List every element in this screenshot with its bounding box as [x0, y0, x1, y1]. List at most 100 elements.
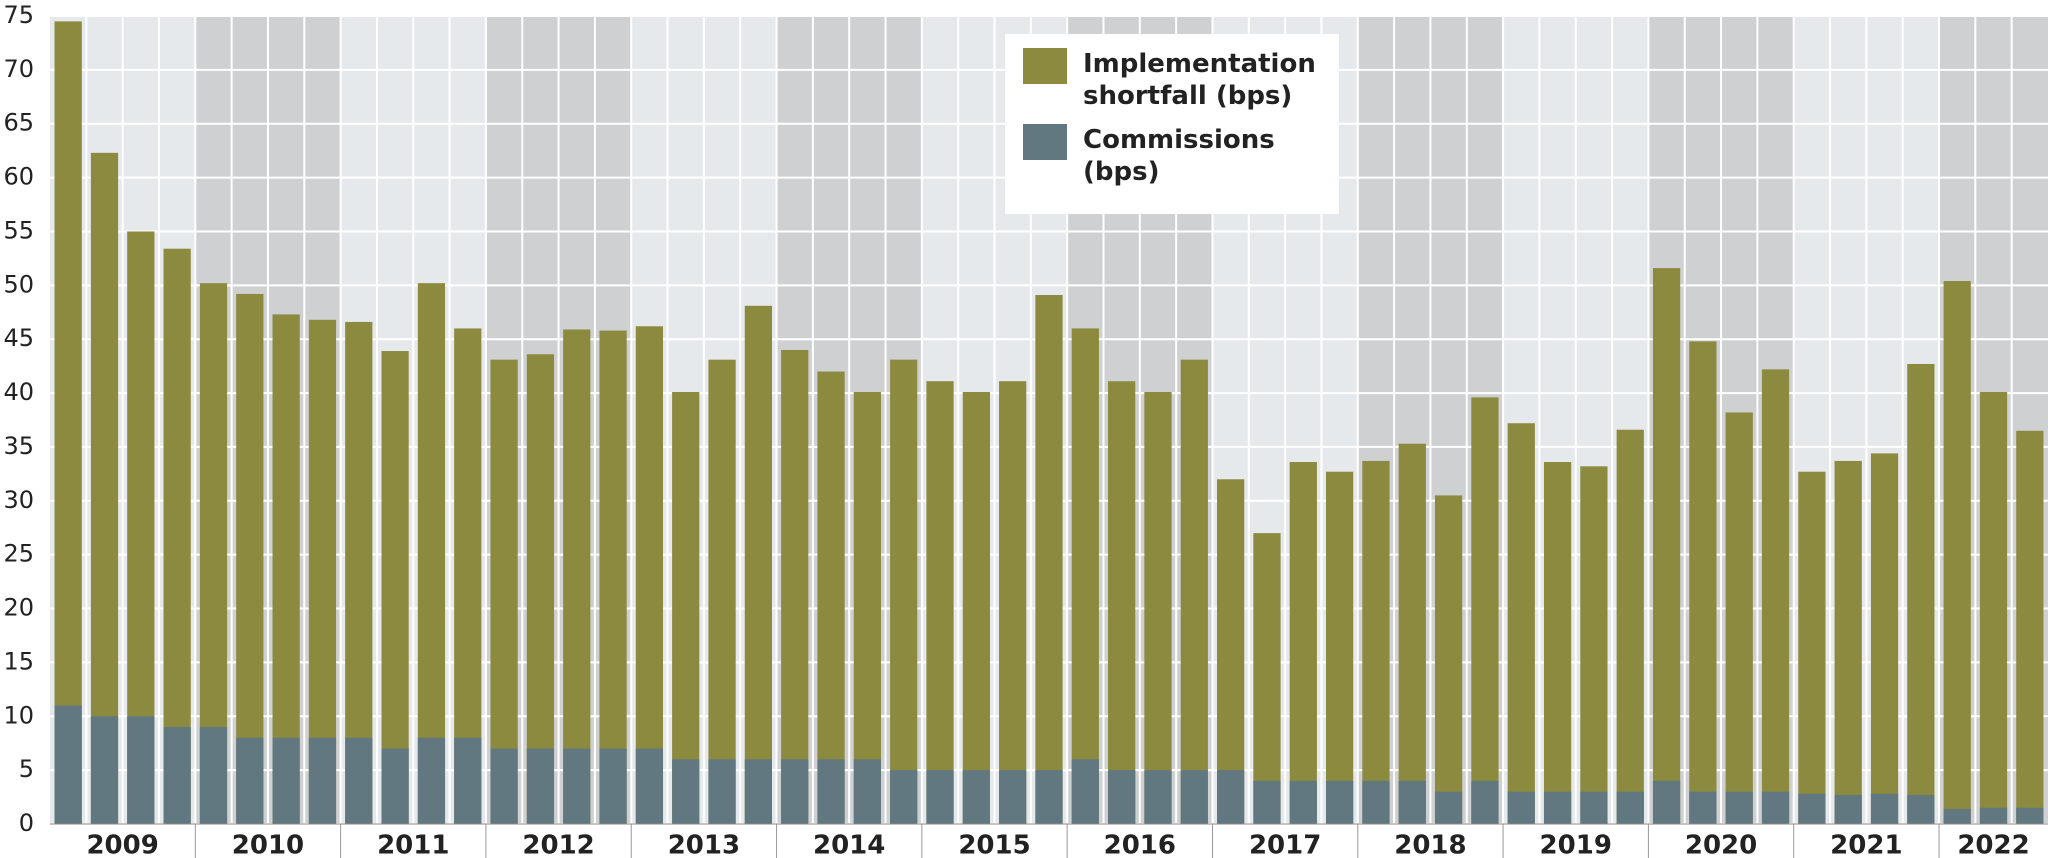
bar [1689, 791, 1717, 824]
bar [853, 759, 881, 824]
legend: Implementation shortfall (bps) Commission… [1005, 34, 1339, 214]
y-tick-label: 5 [19, 755, 34, 783]
legend-swatch [1023, 48, 1067, 84]
y-tick-label: 15 [3, 647, 34, 675]
bar [1434, 495, 1463, 824]
bar [2016, 430, 2044, 824]
bar [236, 737, 264, 824]
bar [1870, 793, 1899, 824]
bar [744, 305, 773, 824]
bar [1035, 770, 1063, 824]
legend-label: Implementation shortfall (bps) [1083, 49, 1316, 111]
bar [1943, 281, 1971, 824]
bar [744, 759, 773, 824]
bar [90, 716, 119, 824]
bar [999, 381, 1027, 824]
bar [1979, 807, 2008, 824]
bar [1108, 381, 1136, 824]
bar [781, 349, 809, 824]
bar [926, 381, 954, 824]
bar [526, 748, 555, 824]
bar [1798, 471, 1826, 824]
bar [272, 737, 300, 824]
bar [1870, 453, 1899, 824]
legend-label: Commissions (bps) [1083, 125, 1275, 187]
bar [454, 737, 482, 824]
bar [1144, 770, 1172, 824]
bar [1543, 462, 1572, 824]
bar [890, 359, 918, 824]
x-tick-label: 2015 [958, 831, 1030, 858]
x-tick-label: 2010 [232, 831, 304, 858]
bar [1761, 791, 1790, 824]
bar [1253, 780, 1281, 824]
bar [635, 326, 664, 824]
x-tick-label: 2014 [813, 831, 885, 858]
bar [199, 727, 228, 824]
bar [236, 293, 264, 824]
bar [490, 359, 518, 824]
bar [1217, 479, 1245, 824]
bar [1471, 780, 1499, 824]
y-tick-label: 50 [3, 270, 34, 298]
bar [1108, 770, 1136, 824]
bar [1652, 268, 1681, 824]
bar [1362, 460, 1390, 824]
bar [926, 770, 954, 824]
y-tick-label: 70 [3, 55, 34, 83]
bar [999, 770, 1027, 824]
y-tick-label: 20 [3, 594, 34, 622]
bar [962, 770, 990, 824]
bar [1580, 466, 1608, 824]
y-tick-label: 25 [3, 540, 34, 568]
legend-item: Implementation shortfall (bps) [1023, 48, 1321, 112]
bars [54, 21, 2044, 825]
y-tick-label: 65 [3, 109, 34, 137]
x-tick-label: 2020 [1685, 831, 1757, 858]
bar [599, 748, 627, 824]
x-tick-label: 2021 [1830, 831, 1902, 858]
bar [890, 770, 918, 824]
y-tick-label: 45 [3, 324, 34, 352]
bar [563, 748, 591, 824]
bar [1580, 791, 1608, 824]
y-tick-label: 30 [3, 486, 34, 514]
y-tick-label: 40 [3, 378, 34, 406]
bar [381, 351, 409, 824]
bar [1798, 793, 1826, 824]
x-tick-label: 2017 [1249, 831, 1321, 858]
y-tick-label: 10 [3, 701, 34, 729]
bar [817, 759, 845, 824]
bar [417, 283, 446, 824]
bar [1071, 759, 1099, 824]
bar [599, 330, 627, 824]
x-tick-label: 2009 [86, 831, 158, 858]
bar [962, 391, 990, 824]
bar [1507, 791, 1535, 824]
bar [1180, 770, 1208, 824]
bar [1325, 780, 1354, 824]
bar [1253, 533, 1281, 824]
bar [1616, 429, 1644, 824]
bar [1543, 791, 1572, 824]
y-tick-label: 0 [19, 809, 34, 837]
bar [308, 737, 337, 824]
bar [1907, 363, 1935, 824]
legend-swatch [1023, 124, 1067, 160]
bar [563, 329, 591, 824]
bar [1180, 359, 1208, 824]
bar [1834, 794, 1862, 824]
bar [1652, 780, 1681, 824]
bar [1725, 791, 1753, 824]
bar [1907, 794, 1935, 824]
bar [672, 391, 700, 824]
bar [163, 727, 191, 824]
x-tick-label: 2013 [668, 831, 740, 858]
bar [781, 759, 809, 824]
bar [635, 748, 664, 824]
x-tick-label: 2022 [1957, 831, 2029, 858]
bar [1398, 780, 1426, 824]
bar [1217, 770, 1245, 824]
